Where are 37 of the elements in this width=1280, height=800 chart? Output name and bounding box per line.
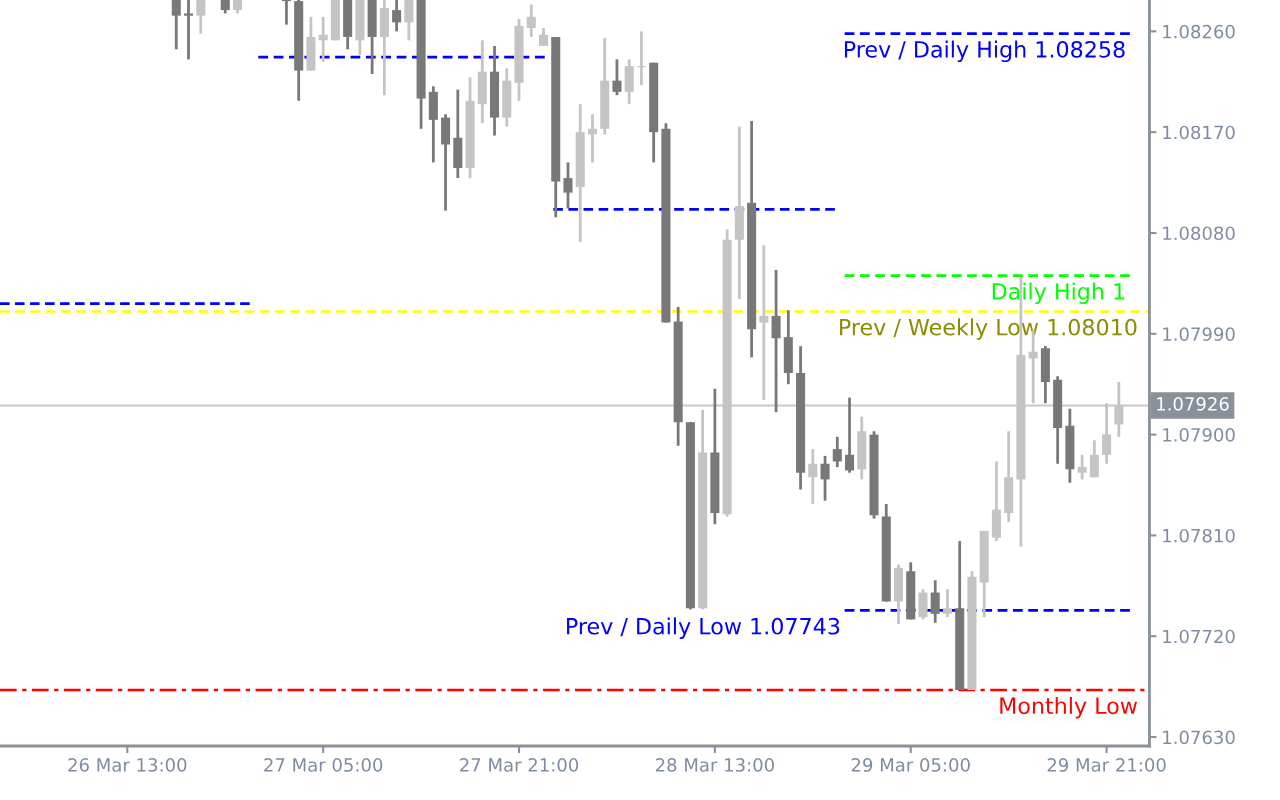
x-tick-label: 29 Mar 05:00 bbox=[851, 758, 970, 772]
candlestick bbox=[808, 447, 818, 506]
ref-line-label: Prev / Weekly Low 1.08010 bbox=[840, 318, 1137, 340]
ref-line-label: 1.07926 bbox=[1157, 397, 1229, 411]
candlestick bbox=[930, 578, 940, 625]
x-tick-label: 27 Mar 21:00 bbox=[460, 758, 579, 772]
candlestick bbox=[612, 57, 622, 97]
y-tick-label: 1.08170 bbox=[1163, 125, 1235, 140]
y-tick-label: 1.08260 bbox=[1163, 24, 1235, 39]
candlestick bbox=[404, 0, 414, 42]
ref-line-label: Monthly Low bbox=[1000, 696, 1138, 719]
candlestick bbox=[636, 29, 646, 87]
candlestick bbox=[563, 161, 573, 210]
y-tick-label: 1.07720 bbox=[1163, 629, 1235, 644]
x-tick-label: 28 Mar 13:00 bbox=[655, 758, 774, 772]
candlestick bbox=[281, 0, 291, 27]
candlestick bbox=[526, 3, 536, 39]
candlestick bbox=[771, 268, 781, 414]
y-tick-label: 1.07810 bbox=[1163, 528, 1235, 543]
series-label: Daily High 1 bbox=[992, 282, 1125, 304]
candlestick bbox=[820, 454, 830, 503]
candlestick bbox=[392, 0, 402, 33]
candlestick bbox=[1089, 438, 1099, 479]
y-tick-label: 1.07900 bbox=[1163, 428, 1235, 442]
series-label: Prev / Daily Low 1.07743 bbox=[567, 617, 840, 639]
candlestick bbox=[1077, 453, 1087, 481]
y-tick-label: 1.07630 bbox=[1163, 730, 1235, 745]
candlestick bbox=[832, 435, 842, 469]
series-label: Prev / Daily High 1.08258 bbox=[844, 40, 1125, 63]
x-tick-label: 29 Mar 21:00 bbox=[1047, 758, 1166, 772]
x-tick-label: 26 Mar 13:00 bbox=[68, 758, 187, 772]
y-tick-label: 1.07990 bbox=[1163, 327, 1235, 341]
candlestick bbox=[942, 587, 952, 619]
candlestick bbox=[759, 243, 769, 402]
candlestick bbox=[845, 396, 855, 475]
y-tick-label: 1.08080 bbox=[1163, 226, 1235, 241]
x-tick-label: 27 Mar 05:00 bbox=[264, 758, 383, 772]
